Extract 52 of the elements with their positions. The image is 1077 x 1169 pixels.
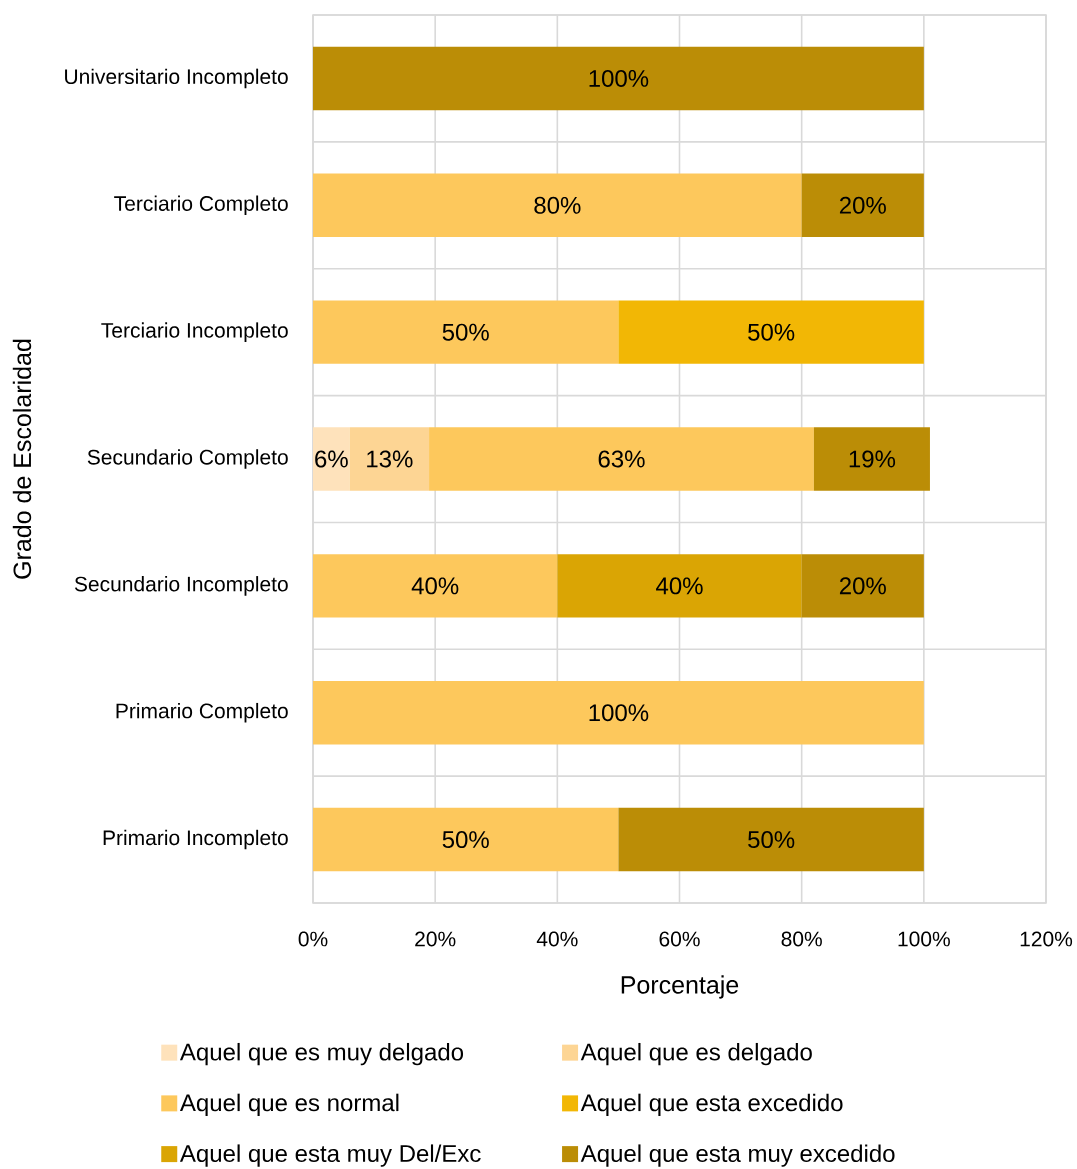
y-tick-label: Secundario Incompleto xyxy=(74,576,288,596)
data-label: 63% xyxy=(598,450,645,468)
bar xyxy=(313,681,924,745)
x-tick-label: 0% xyxy=(298,931,328,947)
x-tick-label: 60% xyxy=(659,931,700,947)
data-label: 100% xyxy=(589,704,649,722)
y-tick-label: Universitario Incompleto xyxy=(65,68,288,89)
bar xyxy=(313,427,350,491)
bar xyxy=(801,554,924,618)
bar xyxy=(557,554,802,618)
bar xyxy=(813,427,930,491)
legend-label: Aquel que esta excedido xyxy=(580,1093,843,1117)
data-label: 80% xyxy=(534,196,581,214)
y-tick-label: Primario Completo xyxy=(116,702,288,723)
bar xyxy=(313,46,924,111)
data-label: 50% xyxy=(442,323,489,341)
y-tick-label: Terciario Completo xyxy=(114,195,288,216)
x-tick-label: 20% xyxy=(415,931,456,947)
y-tick-label: Terciario Incompleto xyxy=(101,322,288,342)
bar xyxy=(349,427,430,491)
bar xyxy=(618,807,924,872)
bar xyxy=(313,807,619,872)
legend-label: Aquel que es muy delgado xyxy=(179,1042,464,1066)
bar xyxy=(313,300,619,364)
y-tick-label: Primario Incompleto xyxy=(103,829,288,850)
data-label: 100% xyxy=(589,69,649,87)
y-tick-label: Secundario Completo xyxy=(87,449,288,469)
data-label: 20% xyxy=(839,196,886,214)
data-label: 6% xyxy=(315,450,348,468)
data-label: 40% xyxy=(656,577,703,595)
y-axis-title: Grado de Escolaridad xyxy=(12,339,32,579)
data-label: 19% xyxy=(849,450,896,468)
data-label: 50% xyxy=(748,323,795,341)
x-tick-label: 80% xyxy=(781,931,822,947)
data-label: 50% xyxy=(748,831,795,849)
legend-label: Aquel que esta muy Del/Exc xyxy=(179,1144,481,1167)
bar xyxy=(313,173,802,238)
data-label: 50% xyxy=(442,831,489,849)
x-axis-title: Porcentaje xyxy=(621,975,739,999)
bar xyxy=(801,173,924,238)
x-tick-label: 100% xyxy=(898,931,950,947)
legend-label: Aquel que es delgado xyxy=(580,1042,812,1066)
bar xyxy=(313,554,558,618)
legend-label: Aquel que es normal xyxy=(179,1093,399,1117)
bar xyxy=(429,427,814,491)
data-label: 40% xyxy=(411,577,459,595)
legend-label: Aquel que esta muy excedido xyxy=(580,1144,895,1167)
x-tick-label: 120% xyxy=(1020,931,1073,947)
x-tick-label: 40% xyxy=(536,931,578,947)
data-label: 13% xyxy=(367,450,413,468)
data-label: 20% xyxy=(839,577,886,595)
bar xyxy=(618,300,924,364)
